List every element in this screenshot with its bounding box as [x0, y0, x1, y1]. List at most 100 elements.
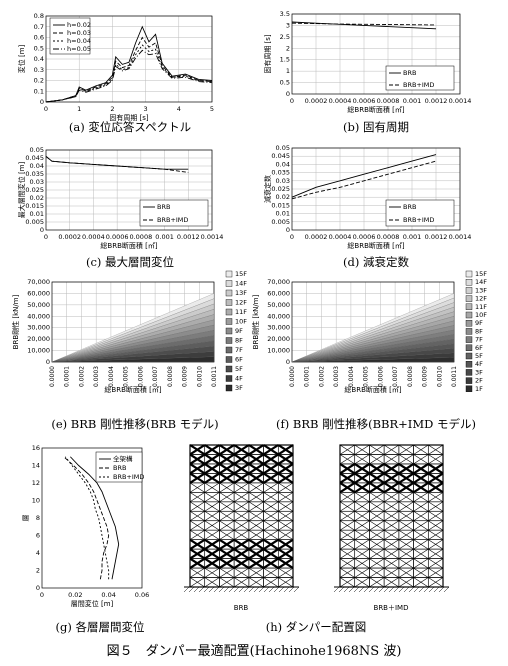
ground-hatch	[363, 586, 370, 593]
legend-label: 9F	[235, 327, 243, 335]
brace	[277, 538, 294, 551]
brace	[219, 501, 235, 512]
y-tick-label: 0.005	[271, 218, 290, 226]
brace	[233, 557, 250, 569]
legend-label: 8F	[235, 337, 243, 345]
brace	[248, 529, 264, 540]
brace	[248, 520, 264, 531]
y-tick-label: 0	[40, 98, 44, 106]
brace	[204, 463, 221, 475]
x-tick-label: 0.0004	[329, 233, 352, 241]
brace	[398, 558, 414, 569]
x-tick-label: 0.0009	[182, 366, 189, 387]
y-tick-label: 0	[286, 358, 290, 366]
brace	[189, 501, 205, 512]
ground-hatch	[373, 586, 380, 593]
legend-label: 14F	[235, 280, 247, 288]
brace	[354, 558, 370, 569]
brace	[262, 557, 279, 569]
legend-label: BRB+IMD	[157, 216, 188, 224]
brace	[233, 529, 250, 540]
brace	[189, 577, 205, 588]
legend-label: h=0.04	[67, 37, 91, 45]
x-tick-label: 2	[110, 105, 114, 113]
caption-e: (e) BRB 剛性推移(BRB モデル)	[51, 417, 218, 431]
ground-hatch	[268, 586, 275, 593]
x-tick-label: 0.0002	[305, 233, 328, 241]
legend-label: BRB	[403, 203, 416, 211]
y-tick-label: 30,000	[27, 324, 50, 332]
series-line-g-0	[70, 456, 120, 580]
x-tick-label: 0.0010	[196, 366, 203, 387]
brace	[383, 481, 400, 494]
x-tick-label: 0.0011	[451, 366, 458, 387]
brace	[263, 567, 279, 578]
y-tick-label: 2	[36, 567, 40, 575]
brace	[233, 567, 250, 578]
legend-box	[139, 199, 209, 227]
legend-label: BRB+IMD	[113, 473, 144, 481]
brace	[189, 557, 206, 569]
x-tick-label: 0.0002	[305, 97, 328, 105]
ground-hatch	[213, 586, 220, 593]
brace	[354, 501, 370, 512]
brace	[233, 511, 250, 521]
ground-hatch	[438, 586, 445, 593]
legend-label: 9F	[475, 319, 483, 327]
brace	[383, 577, 400, 588]
brace	[219, 577, 235, 588]
y-tick-label: 1	[286, 67, 290, 75]
y-tick-label: 60,000	[27, 289, 50, 297]
brace	[262, 444, 279, 456]
ground-hatch	[238, 586, 245, 593]
plot-frame	[41, 447, 143, 589]
brace	[204, 511, 220, 521]
brace	[204, 444, 221, 456]
caption-h: (h) ダンパー配置図	[266, 620, 367, 634]
caption-b: (b) 固有周期	[343, 120, 409, 134]
legend-label: 7F	[235, 346, 243, 354]
caption-a: (a) 変位応答スペクトル	[69, 120, 191, 134]
legend-label: 14F	[475, 278, 487, 286]
y-axis-label: BRB剛性 [kN/m]	[11, 294, 20, 349]
y-tick-label: 0.8	[34, 12, 44, 20]
y-tick-label: 40,000	[27, 312, 50, 320]
y-tick-label: 70,000	[267, 278, 290, 286]
x-tick-label: 0.0000	[289, 366, 296, 387]
x-tick-label: 0.0003	[93, 366, 100, 387]
legend-swatch	[465, 377, 473, 384]
legend-label: 6F	[475, 344, 483, 352]
brace	[248, 463, 265, 475]
y-tick-label: 2	[286, 44, 290, 52]
x-tick-label: 0.001	[403, 97, 422, 105]
legend-swatch	[225, 270, 233, 278]
series-line-a-0	[45, 25, 213, 103]
brace	[278, 501, 294, 512]
x-tick-label: 3	[144, 105, 148, 113]
ground-hatch	[338, 586, 345, 593]
brace	[427, 463, 444, 475]
y-tick-label: 0	[36, 584, 40, 592]
brace	[339, 539, 355, 550]
y-tick-label: 0.035	[271, 169, 290, 177]
brace	[189, 529, 205, 540]
x-tick-label: 1	[77, 105, 81, 113]
brace	[263, 520, 279, 531]
brace	[428, 511, 444, 521]
legend-swatch	[225, 375, 233, 382]
brace	[413, 577, 429, 588]
brace	[339, 577, 355, 588]
legend-label: 3F	[475, 368, 483, 376]
ground-hatch	[353, 586, 360, 593]
brace	[248, 482, 264, 493]
brace	[412, 463, 429, 475]
legend-label: 8F	[475, 327, 483, 335]
y-tick-label: 10	[32, 497, 40, 505]
brace	[262, 472, 279, 484]
brace	[204, 548, 221, 560]
y-tick-label: 0.01	[276, 210, 290, 218]
ground-hatch	[343, 586, 350, 593]
brace	[413, 567, 429, 578]
brace	[248, 501, 264, 512]
brace	[233, 501, 250, 512]
